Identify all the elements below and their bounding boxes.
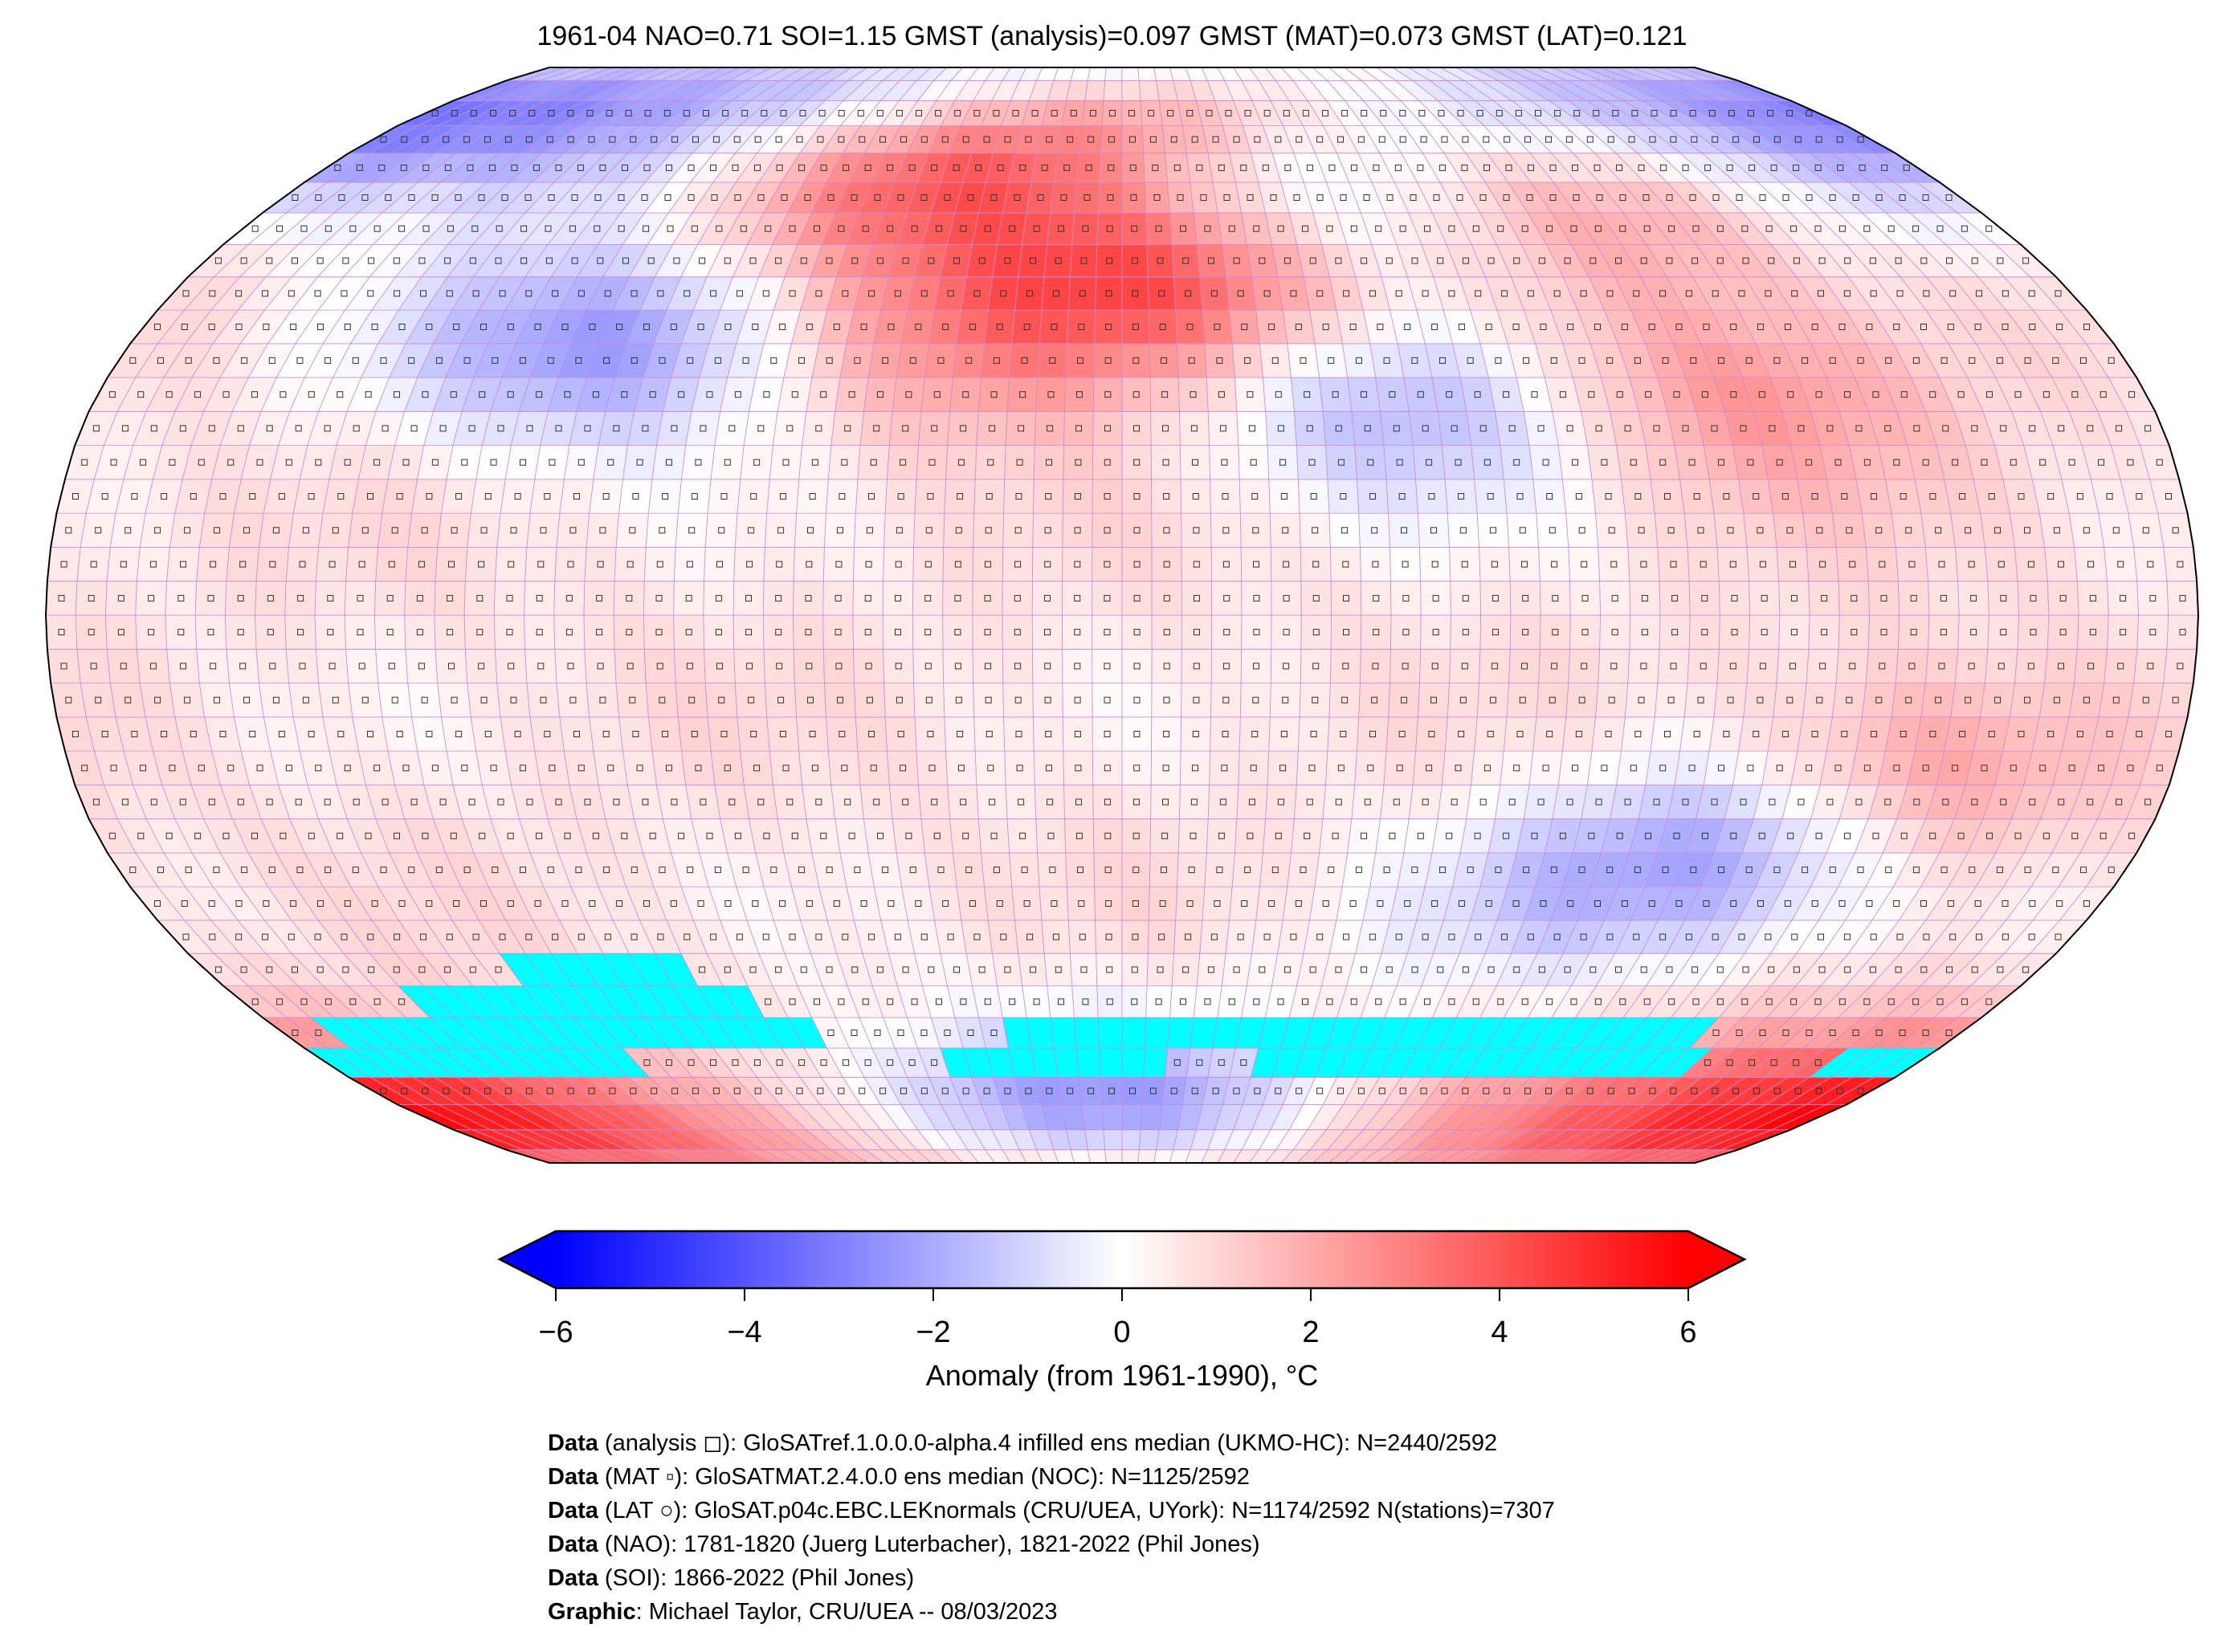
credit-text: : Michael Taylor, CRU/UEA -- 08/03/2023 bbox=[635, 1599, 1058, 1625]
colorbar-label: Anomaly (from 1961-1990), °C bbox=[925, 1359, 1319, 1392]
colorbar-tick-label: −6 bbox=[538, 1315, 573, 1349]
colorbar bbox=[497, 1230, 1747, 1301]
credit-key: Data bbox=[548, 1464, 598, 1490]
credit-line: Data (MAT ▫): GloSATMAT.2.4.0.0 ens medi… bbox=[548, 1460, 1555, 1494]
colorbar-tick-label: −2 bbox=[916, 1315, 951, 1349]
colorbar-ticks bbox=[555, 1288, 1689, 1301]
colorbar-tick-label: 2 bbox=[1302, 1315, 1320, 1349]
credit-text: (LAT ○): GloSAT.p04c.EBC.LEKnormals (CRU… bbox=[598, 1498, 1555, 1524]
credit-key: Data bbox=[548, 1565, 598, 1591]
credit-text: (NAO): 1781-1820 (Juerg Luterbacher), 18… bbox=[598, 1532, 1260, 1557]
credit-key: Data bbox=[548, 1498, 598, 1524]
credit-text: (analysis ◻): GloSATref.1.0.0.0-alpha.4 … bbox=[598, 1430, 1498, 1456]
colorbar-extend-high bbox=[1688, 1231, 1745, 1288]
credit-line: Data (LAT ○): GloSAT.p04c.EBC.LEKnormals… bbox=[548, 1494, 1555, 1528]
credit-key: Data bbox=[548, 1532, 598, 1557]
colorbar-tick-label: 6 bbox=[1679, 1315, 1697, 1349]
credit-text: (MAT ▫): GloSATMAT.2.4.0.0 ens median (N… bbox=[598, 1464, 1250, 1490]
credit-line: Graphic: Michael Taylor, CRU/UEA -- 08/0… bbox=[548, 1595, 1555, 1629]
credit-line: Data (NAO): 1781-1820 (Juerg Luterbacher… bbox=[548, 1528, 1555, 1561]
world-map bbox=[44, 67, 2200, 1164]
colorbar-tick-label: 0 bbox=[1113, 1315, 1131, 1349]
colorbar-gradient bbox=[556, 1231, 1688, 1288]
credit-key: Graphic bbox=[548, 1599, 636, 1625]
colorbar-tick-label: 4 bbox=[1491, 1315, 1508, 1349]
credit-key: Data bbox=[548, 1430, 598, 1456]
credit-text: (SOI): 1866-2022 (Phil Jones) bbox=[598, 1565, 915, 1591]
credit-line: Data (analysis ◻): GloSATref.1.0.0.0-alp… bbox=[548, 1426, 1555, 1460]
chart-title: 1961-04 NAO=0.71 SOI=1.15 GMST (analysis… bbox=[537, 21, 1687, 51]
anomaly-grid bbox=[45, 67, 2199, 1164]
colorbar-tick-label: −4 bbox=[727, 1315, 762, 1349]
data-credits: Data (analysis ◻): GloSATref.1.0.0.0-alp… bbox=[548, 1426, 1555, 1629]
colorbar-extend-low bbox=[500, 1231, 556, 1288]
credit-line: Data (SOI): 1866-2022 (Phil Jones) bbox=[548, 1561, 1555, 1595]
